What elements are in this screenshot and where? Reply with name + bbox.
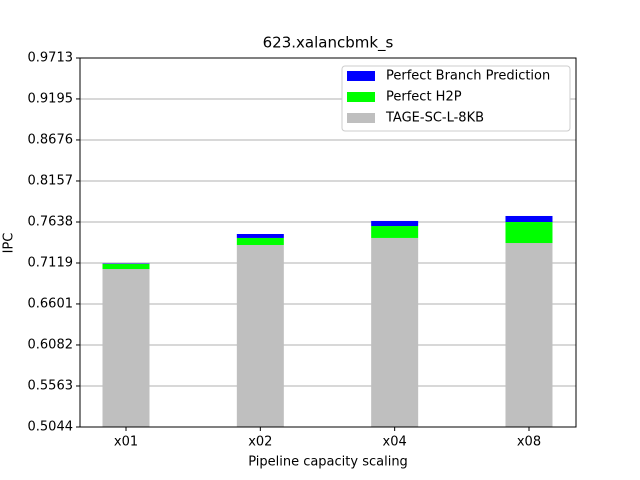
y-tick-label: 0.9713 xyxy=(28,51,74,66)
y-tick-label: 0.8676 xyxy=(28,132,74,147)
y-tick-label: 0.8157 xyxy=(28,173,74,188)
bar-segment xyxy=(505,221,553,244)
y-axis-label: IPC xyxy=(2,233,17,254)
bar-segment xyxy=(102,269,150,427)
legend-label: TAGE-SC-L-8KB xyxy=(385,111,484,126)
bar-segment xyxy=(505,243,553,427)
bar-segment xyxy=(236,244,284,427)
bar-segment xyxy=(371,220,419,227)
bar-segment xyxy=(505,215,553,222)
legend-label: Perfect H2P xyxy=(386,90,462,105)
x-tick-label: x08 xyxy=(517,435,541,450)
bar-segment xyxy=(102,263,150,270)
legend-label: Perfect Branch Prediction xyxy=(386,69,550,84)
chart-title: 623.xalancbmk_s xyxy=(263,34,394,53)
x-axis-label: Pipeline capacity scaling xyxy=(248,455,408,470)
y-tick-label: 0.7638 xyxy=(28,214,74,229)
legend-swatch xyxy=(347,71,375,81)
y-tick-label: 0.5563 xyxy=(28,378,74,393)
legend-box xyxy=(341,65,571,132)
y-tick-label: 0.6601 xyxy=(28,296,74,311)
bars xyxy=(102,215,553,427)
x-tick-label: x01 xyxy=(114,435,138,450)
bar-segment xyxy=(371,237,419,427)
bar-segment xyxy=(236,237,284,245)
bar-segment xyxy=(371,226,419,238)
bar-segment xyxy=(236,234,284,238)
legend-swatch xyxy=(347,113,375,123)
x-tick-label: x02 xyxy=(248,435,272,450)
plot-frame xyxy=(79,57,577,428)
legend-swatch xyxy=(347,92,375,102)
y-tick-label: 0.5044 xyxy=(28,420,74,435)
y-tick-label: 0.6082 xyxy=(28,337,74,352)
y-tick-label: 0.9195 xyxy=(28,91,74,106)
y-tick-label: 0.7119 xyxy=(28,256,74,271)
x-tick-label: x04 xyxy=(383,435,407,450)
